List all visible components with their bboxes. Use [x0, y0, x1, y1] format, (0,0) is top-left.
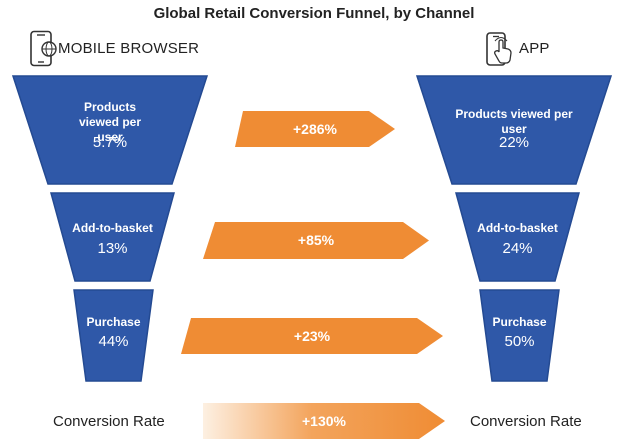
stage-value: 22%	[498, 134, 530, 151]
stage-name: Purchase	[492, 315, 547, 329]
left-conversion-rate-label: Conversion Rate	[53, 413, 165, 430]
stage-name: Purchase	[86, 315, 141, 329]
mobile-browser-label: MOBILE BROWSER	[58, 40, 200, 57]
uplift-arrow-add-to-basket: +85%	[203, 222, 429, 259]
right-stage-products-viewed: Products viewed per user 22%	[416, 75, 612, 185]
stage-name: Add-to-basket	[72, 221, 153, 235]
left-stage-products-viewed: Products viewed per user 5.7%	[12, 75, 208, 185]
right-stage-purchase: Purchase 50%	[479, 289, 560, 382]
left-stage-purchase: Purchase 44%	[73, 289, 154, 382]
uplift-value: +23%	[293, 328, 331, 344]
uplift-value: +85%	[297, 232, 335, 248]
tap-phone-icon	[484, 30, 518, 68]
uplift-value: +130%	[302, 413, 346, 429]
stage-name: Products viewed per user	[455, 107, 573, 136]
stage-value: 5.7%	[92, 134, 128, 151]
right-stage-add-to-basket: Add-to-basket 24%	[455, 192, 580, 282]
stage-value: 44%	[98, 333, 129, 350]
right-conversion-rate-label: Conversion Rate	[470, 413, 582, 430]
uplift-arrow-conversion-rate: +130%	[203, 403, 445, 439]
left-stage-add-to-basket: Add-to-basket 13%	[50, 192, 175, 282]
uplift-arrow-products-viewed: +286%	[235, 111, 395, 147]
stage-value: 13%	[97, 240, 128, 257]
uplift-value: +286%	[293, 121, 337, 137]
stage-name: Products viewed per user	[78, 100, 142, 144]
page-title: Global Retail Conversion Funnel, by Chan…	[153, 5, 475, 22]
app-label: APP	[519, 40, 550, 57]
stage-name: Add-to-basket	[477, 221, 558, 235]
stage-value: 50%	[504, 333, 535, 350]
uplift-arrow-purchase: +23%	[181, 318, 443, 354]
stage-value: 24%	[502, 240, 533, 257]
mobile-browser-icon	[27, 30, 57, 68]
